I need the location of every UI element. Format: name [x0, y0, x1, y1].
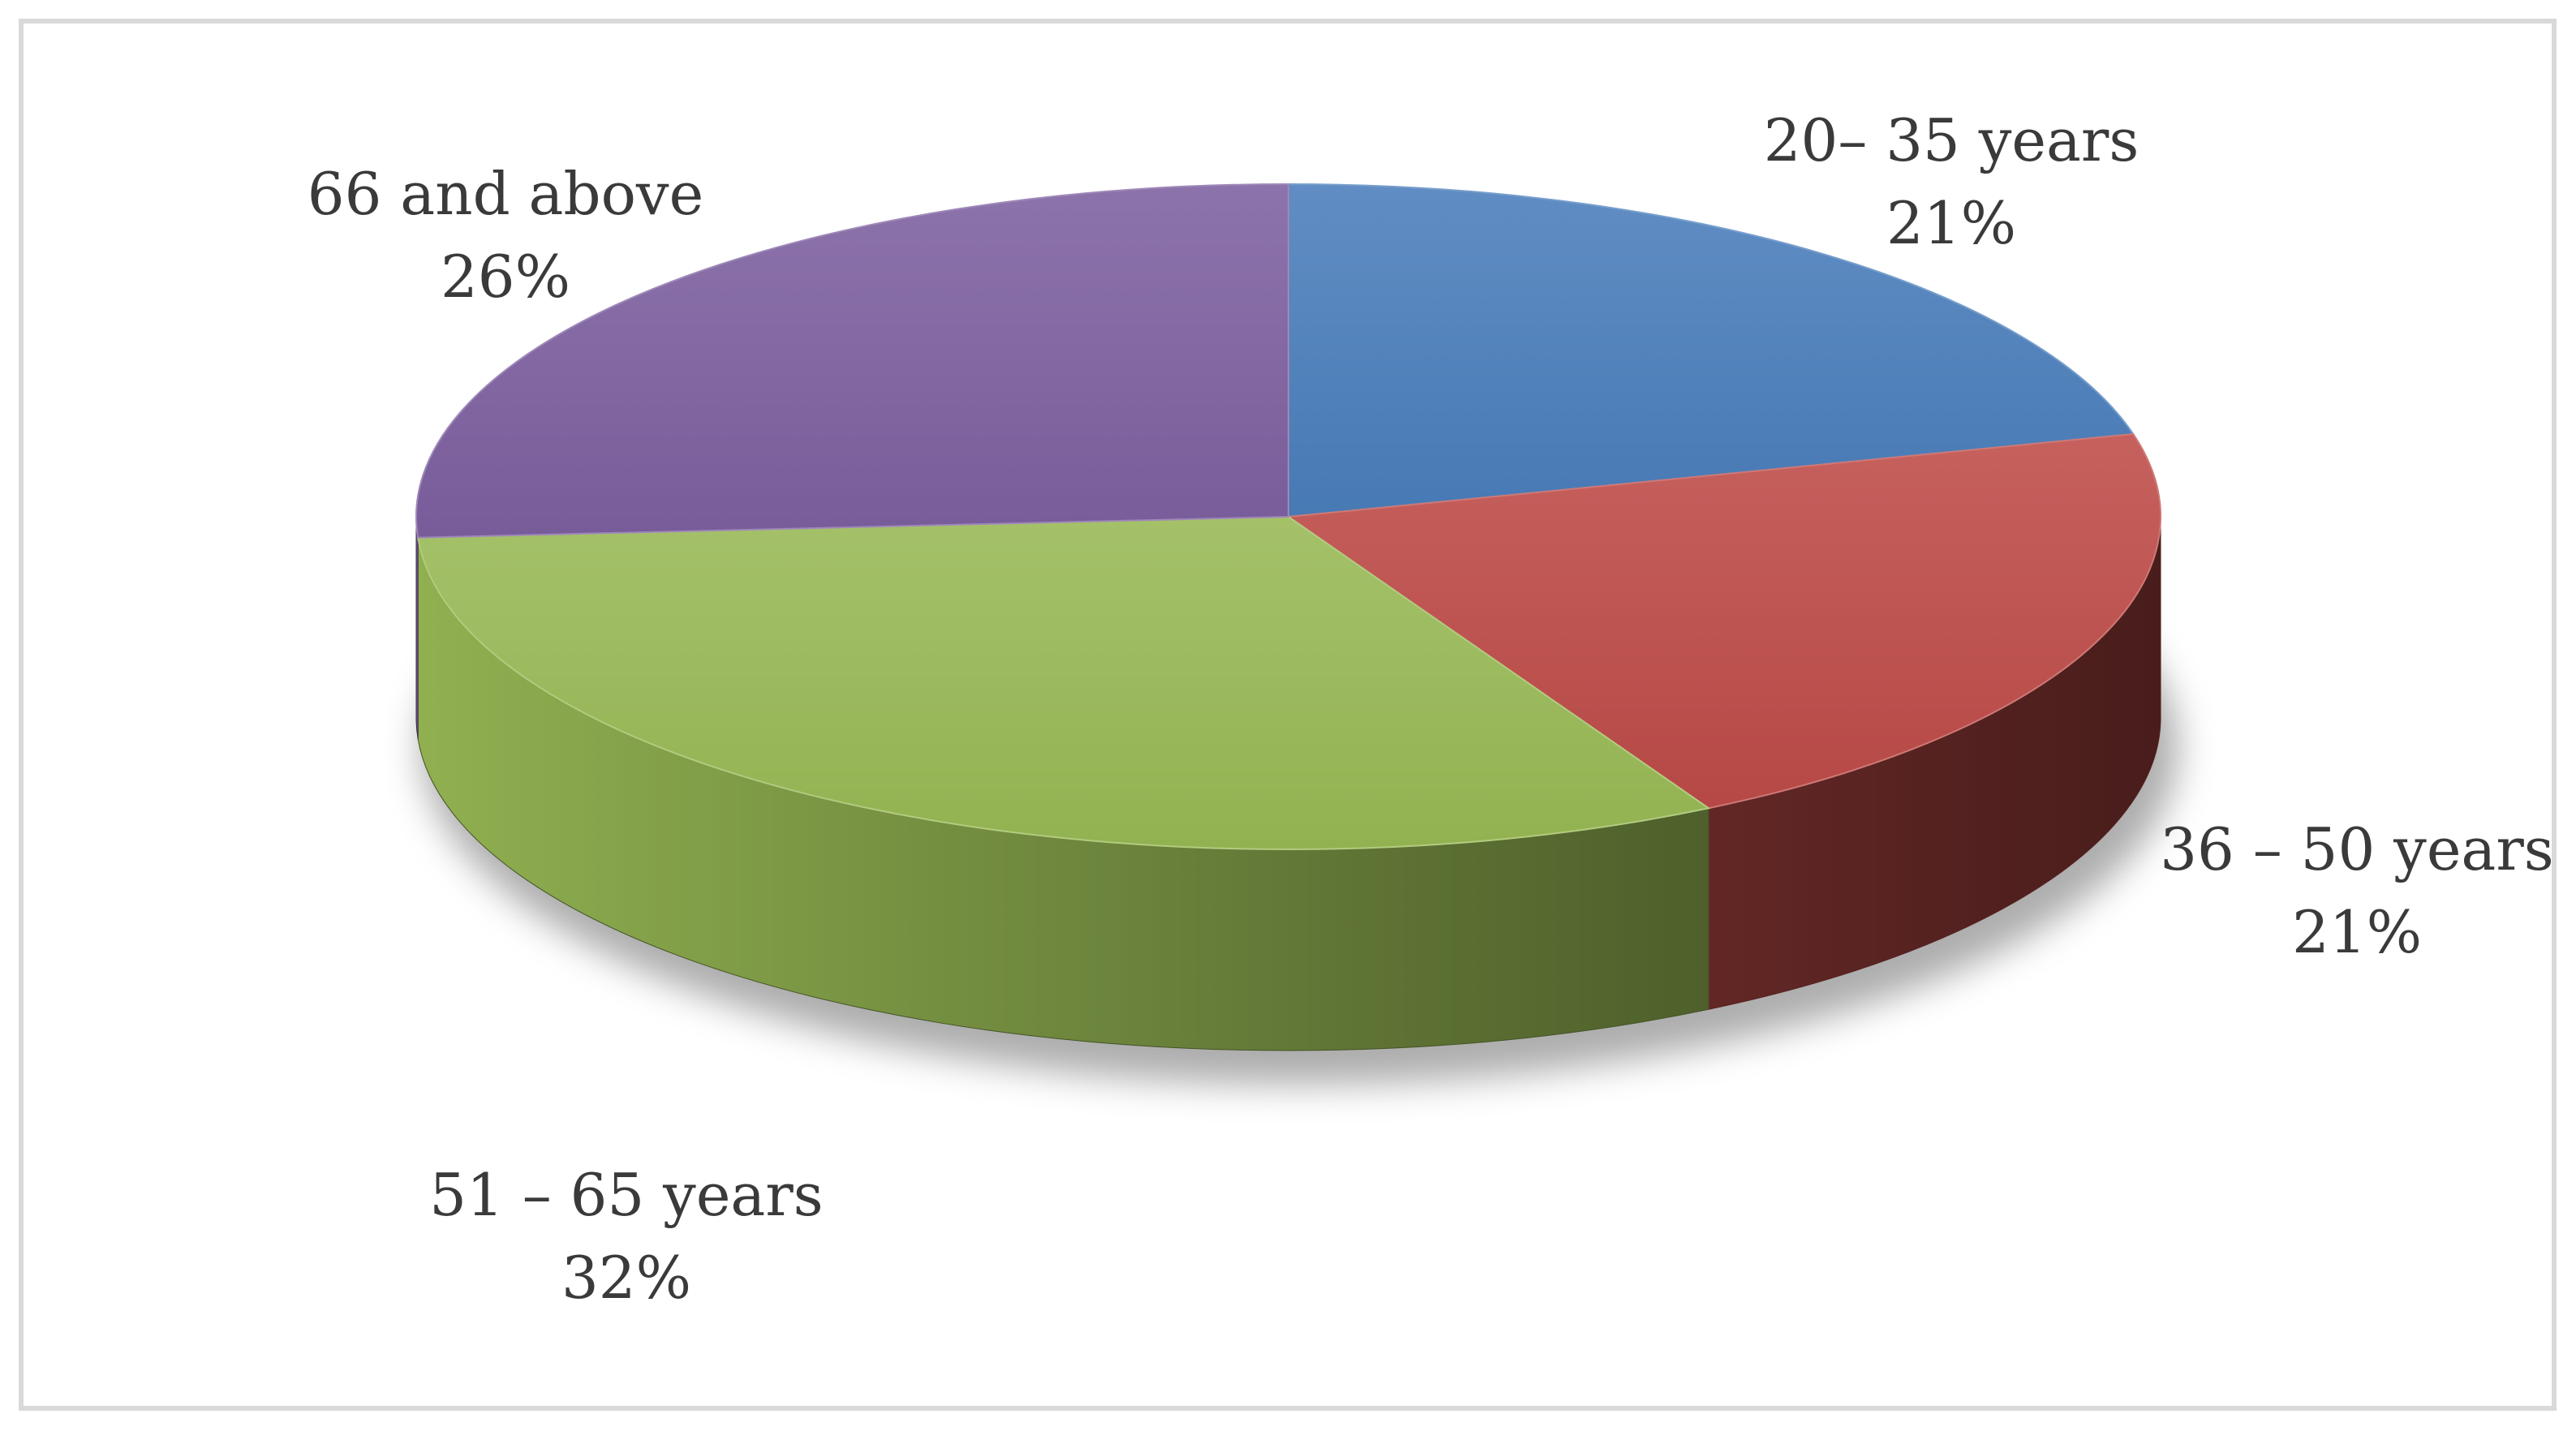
- slice-percent-66-above: 26%: [441, 243, 570, 311]
- slice-percent-51-65: 32%: [561, 1244, 691, 1312]
- pie-slice-20-35-years: [1288, 183, 2135, 518]
- pie-side-66-and-above: [415, 516, 419, 739]
- pie-slice-51-65-years: [416, 515, 1711, 851]
- pie-slice-66-and-above: [415, 183, 1289, 539]
- slice-percent-36-50: 21%: [2292, 898, 2422, 966]
- slice-label-66-above: 66 and above: [307, 160, 703, 228]
- slice-percent-20-35: 21%: [1886, 189, 2016, 257]
- pie-labels: 20– 35 years 21% 36 – 50 years 21% 51 – …: [307, 106, 2554, 1312]
- slice-label-36-50: 36 – 50 years: [2160, 815, 2553, 883]
- pie-slice-36-50-years: [1286, 432, 2162, 810]
- slice-label-51-65: 51 – 65 years: [429, 1161, 823, 1229]
- pie-top: [415, 183, 2162, 851]
- slice-label-20-35: 20– 35 years: [1764, 106, 2139, 174]
